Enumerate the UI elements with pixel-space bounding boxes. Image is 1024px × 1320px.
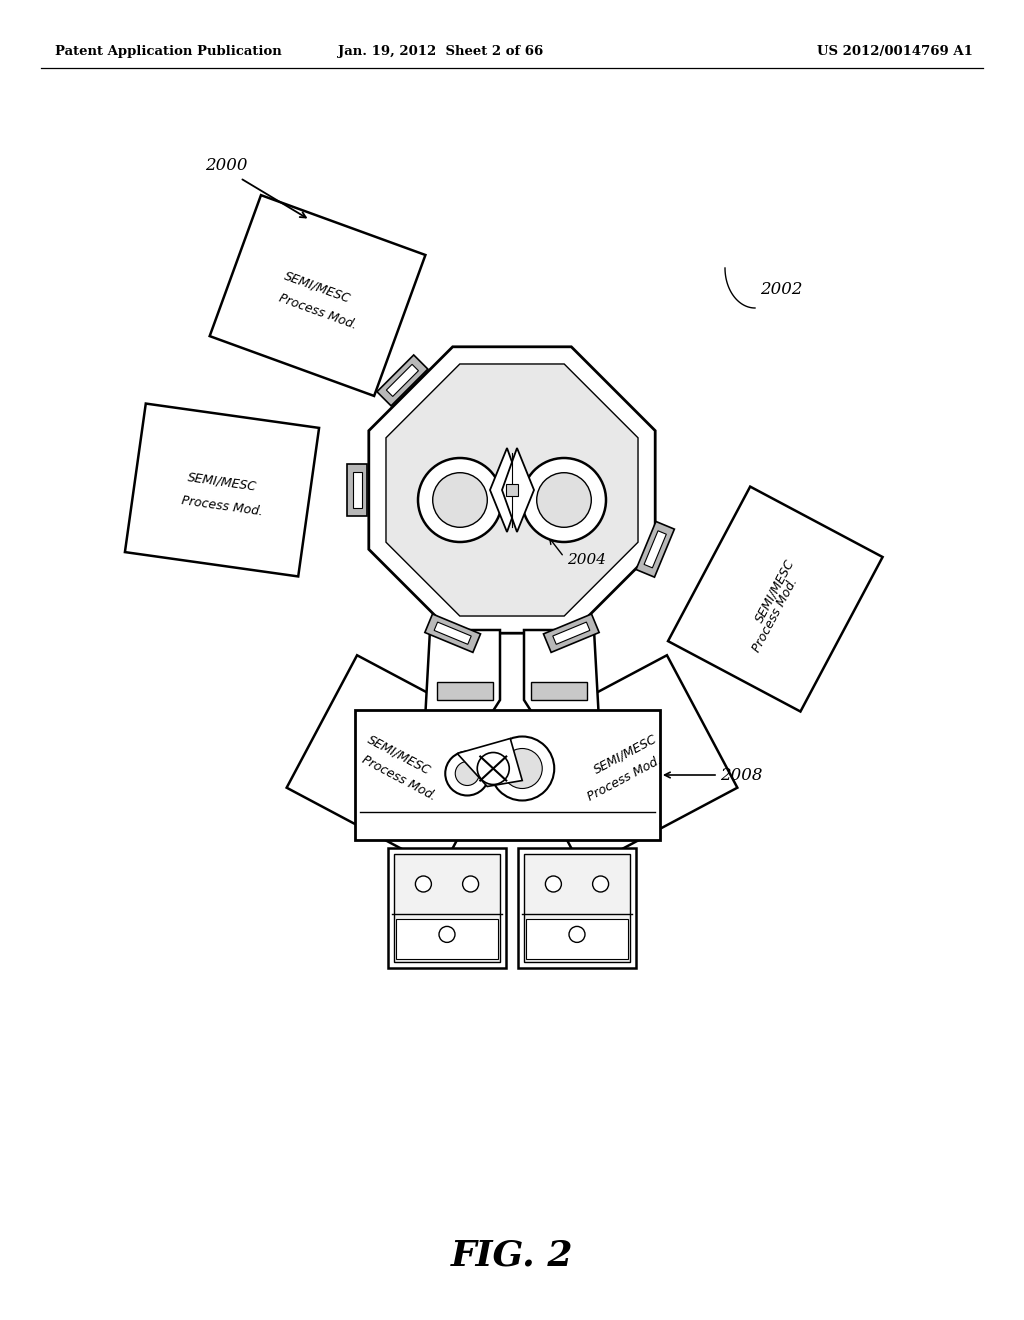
Text: 2004: 2004 [567,553,606,568]
Text: Process Mod.: Process Mod. [276,292,358,331]
Text: SEMI/MESC: SEMI/MESC [754,557,798,624]
Text: Process Mod.: Process Mod. [359,754,438,804]
FancyBboxPatch shape [437,682,493,700]
FancyBboxPatch shape [396,919,498,960]
Polygon shape [644,531,667,568]
Text: SEMI/MESC: SEMI/MESC [591,733,658,776]
Text: Process Mod.: Process Mod. [751,576,801,655]
Polygon shape [512,655,737,870]
FancyBboxPatch shape [524,854,630,962]
Text: SEMI/MESC: SEMI/MESC [283,269,352,306]
Polygon shape [553,622,590,644]
FancyBboxPatch shape [388,847,506,968]
Circle shape [433,473,487,527]
FancyBboxPatch shape [518,847,636,968]
Polygon shape [544,614,599,652]
Polygon shape [347,465,367,516]
Circle shape [569,927,585,942]
Text: SEMI/MESC: SEMI/MESC [366,733,433,776]
Text: 2008: 2008 [720,767,763,784]
Polygon shape [386,364,638,616]
Polygon shape [434,622,471,644]
Polygon shape [422,630,500,775]
Polygon shape [502,447,534,532]
Circle shape [522,458,606,543]
Polygon shape [210,195,425,396]
Polygon shape [377,355,428,405]
Text: SEMI/MESC: SEMI/MESC [186,471,257,494]
Polygon shape [125,404,319,577]
Text: US 2012/0014769 A1: US 2012/0014769 A1 [817,45,973,58]
Circle shape [416,876,431,892]
Polygon shape [524,630,602,775]
Text: Patent Application Publication: Patent Application Publication [55,45,282,58]
Circle shape [456,762,479,785]
Text: 2000: 2000 [205,157,248,173]
Polygon shape [287,655,512,870]
Text: Process Mod.: Process Mod. [180,494,263,519]
Circle shape [502,748,543,788]
Circle shape [490,737,554,800]
FancyBboxPatch shape [526,919,628,960]
Circle shape [593,876,608,892]
Polygon shape [425,614,480,652]
Text: Process Mod.: Process Mod. [586,754,665,804]
Text: Jan. 19, 2012  Sheet 2 of 66: Jan. 19, 2012 Sheet 2 of 66 [338,45,543,58]
Polygon shape [386,364,419,396]
Polygon shape [458,738,522,787]
Polygon shape [668,487,883,711]
Circle shape [537,473,591,527]
FancyBboxPatch shape [355,710,660,840]
Polygon shape [369,347,655,634]
Polygon shape [352,471,361,508]
FancyBboxPatch shape [506,484,518,496]
Polygon shape [636,521,675,577]
Circle shape [445,751,489,796]
Circle shape [546,876,561,892]
FancyBboxPatch shape [394,854,500,962]
Text: FIG. 2: FIG. 2 [451,1238,573,1272]
Circle shape [439,927,455,942]
FancyBboxPatch shape [531,682,587,700]
Circle shape [463,876,478,892]
Circle shape [418,458,502,543]
Text: 2002: 2002 [760,281,803,298]
Polygon shape [490,447,522,532]
